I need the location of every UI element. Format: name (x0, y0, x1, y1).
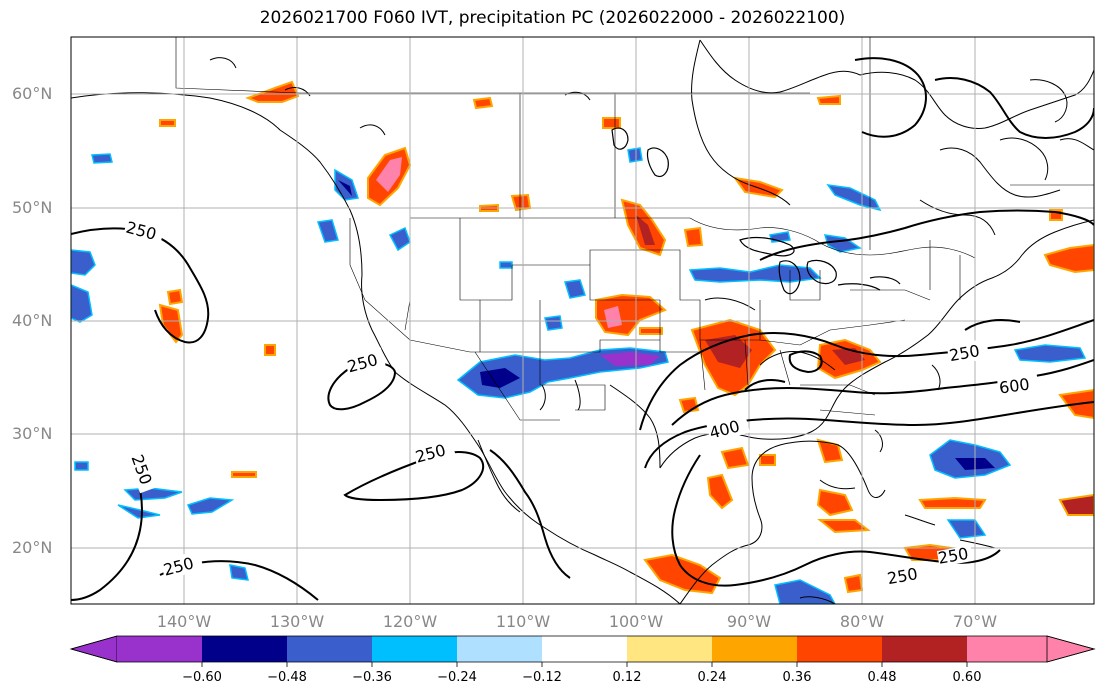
colorbar-segment-6 (627, 636, 712, 662)
map-frame (70, 36, 1095, 605)
map-area: 250 250 250 250 250 250 250 250 400 600 (71, 37, 1094, 604)
colorbar-segment-10b (1046, 635, 1096, 663)
colorbar-segment-5 (542, 636, 627, 662)
colorbar-segment-0b (117, 636, 202, 662)
negative-anomaly-patches (71, 147, 1087, 604)
lon-label-80w: 80°W (840, 612, 884, 631)
gridlines (71, 37, 1094, 604)
colorbar-segment-8 (797, 636, 882, 662)
colorbar-segment-9 (882, 636, 967, 662)
colorbar-segment-0 (69, 635, 118, 663)
lat-label-30n: 30°N (12, 424, 52, 443)
colorbar-tick-label: −0.48 (267, 670, 307, 685)
great-lakes (611, 127, 901, 295)
lon-label-70w: 70°W (953, 612, 997, 631)
lon-label-90w: 90°W (727, 612, 771, 631)
lon-label-100w: 100°W (609, 612, 664, 631)
longitude-axis: 140°W 130°W 120°W 110°W 100°W 90°W 80°W … (157, 612, 997, 631)
lat-label-50n: 50°N (12, 198, 52, 217)
colorbar-segment-1 (202, 636, 287, 662)
colorbar-tick-label: 0.60 (953, 670, 982, 685)
lon-label-140w: 140°W (157, 612, 212, 631)
lat-label-60n: 60°N (12, 84, 52, 103)
lat-label-40n: 40°N (12, 311, 52, 330)
colorbar-segment-3 (372, 636, 457, 662)
colorbar-segment-10 (967, 636, 1047, 662)
colorbar-tick-label: −0.12 (522, 670, 562, 685)
coastlines (71, 39, 1094, 604)
map-title: 2026021700 F060 IVT, precipitation PC (2… (259, 8, 846, 28)
contour-label-600-atlantic: 600 (998, 374, 1031, 397)
colorbar-tick-label: 0.12 (613, 670, 642, 685)
colorbar-segment-2 (287, 636, 372, 662)
colorbar-tick-label: 0.36 (783, 670, 812, 685)
colorbar-tick-label: 0.48 (868, 670, 897, 685)
lon-label-120w: 120°W (383, 612, 438, 631)
lat-label-20n: 20°N (12, 538, 52, 557)
colorbar-tick-label: 0.24 (698, 670, 727, 685)
contour-labels: 250 250 250 250 250 250 250 250 400 600 (122, 215, 1040, 589)
colorbar-tick-label: −0.24 (437, 670, 477, 685)
colorbar-segment-4 (457, 636, 542, 662)
colorbar: −0.60 −0.48 −0.36 −0.24 −0.12 0.12 0.24 … (69, 635, 1096, 685)
colorbar-segment-7 (712, 636, 797, 662)
colorbar-tick-label: −0.60 (182, 670, 222, 685)
colorbar-tick-label: −0.36 (352, 670, 392, 685)
lon-label-130w: 130°W (270, 612, 325, 631)
lon-label-110w: 110°W (496, 612, 551, 631)
latitude-axis: 60°N 50°N 40°N 30°N 20°N (12, 84, 52, 557)
